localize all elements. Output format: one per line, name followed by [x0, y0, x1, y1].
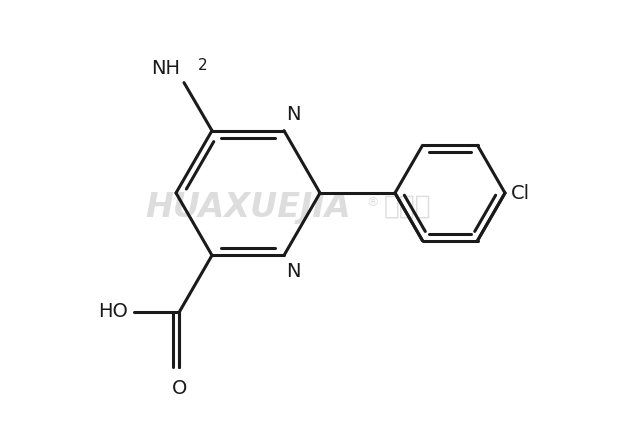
Text: N: N	[286, 105, 301, 124]
Text: HUAXUEJIA: HUAXUEJIA	[145, 190, 351, 224]
Text: O: O	[172, 379, 187, 398]
Text: 2: 2	[198, 58, 207, 73]
Text: NH: NH	[151, 59, 180, 78]
Text: 化学加: 化学加	[384, 194, 432, 220]
Text: Cl: Cl	[511, 184, 530, 202]
Text: ®: ®	[367, 196, 380, 210]
Text: HO: HO	[99, 302, 129, 321]
Text: N: N	[286, 262, 301, 281]
